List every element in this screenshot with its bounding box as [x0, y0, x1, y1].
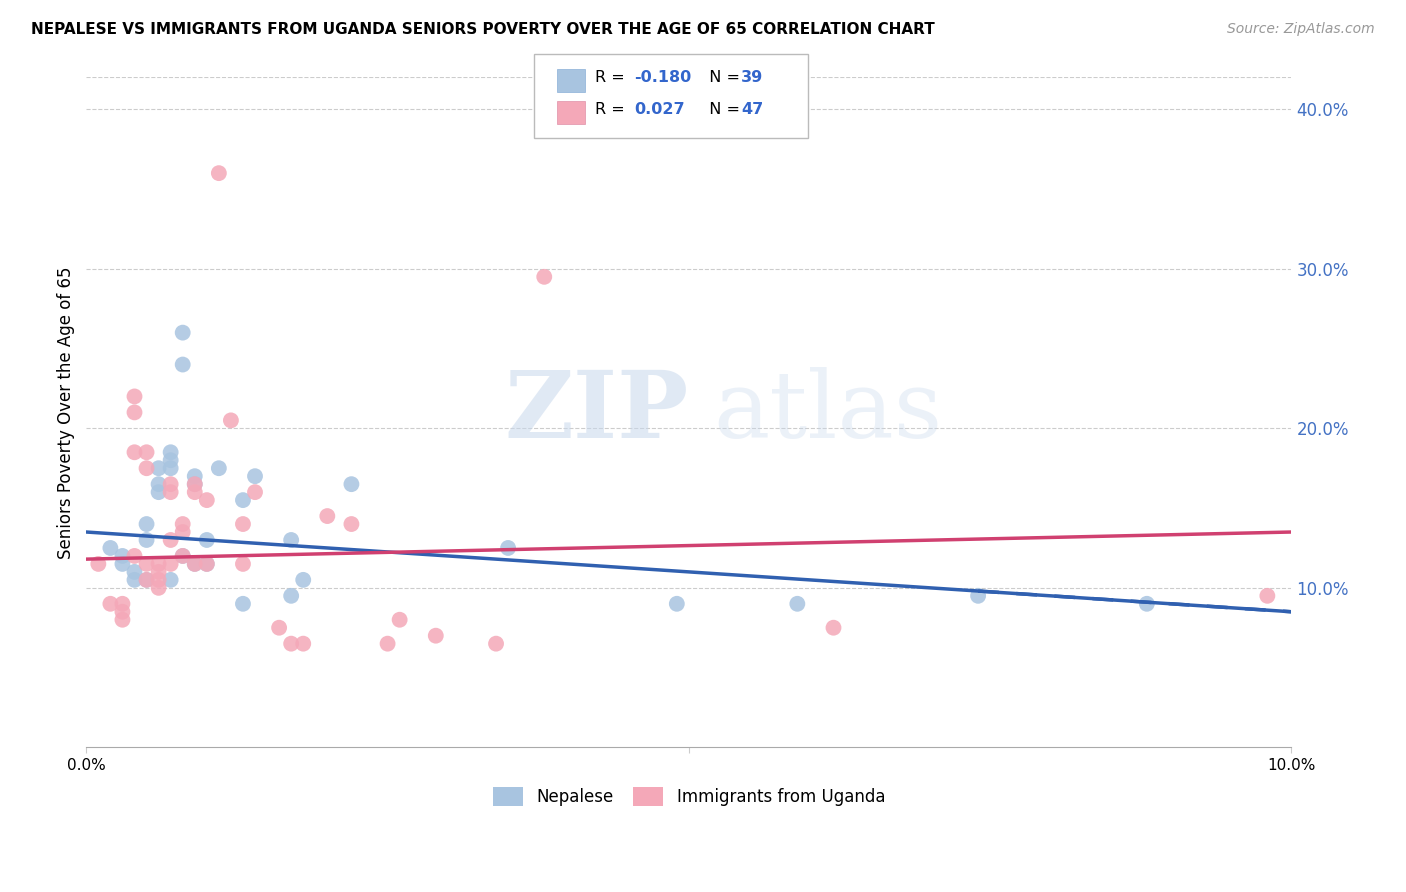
Text: 39: 39 [741, 70, 763, 85]
Point [159, 533, 181, 547]
Point [208, 166, 231, 180]
Text: N =: N = [699, 103, 745, 117]
Point [232, 493, 254, 508]
Point [124, 573, 146, 587]
Text: R =: R = [595, 103, 634, 117]
Point [232, 557, 254, 571]
Point [280, 637, 302, 651]
Point [135, 573, 157, 587]
Point [172, 516, 194, 531]
Point [148, 461, 170, 475]
Legend: Nepalese, Immigrants from Uganda: Nepalese, Immigrants from Uganda [486, 780, 891, 813]
Point [1256, 589, 1278, 603]
Point [967, 589, 990, 603]
Point [111, 549, 134, 563]
Point [340, 477, 363, 491]
Point [377, 637, 399, 651]
Text: ZIP: ZIP [505, 368, 689, 458]
Point [159, 453, 181, 467]
Point [148, 485, 170, 500]
Point [388, 613, 411, 627]
Point [184, 557, 207, 571]
Point [148, 573, 170, 587]
Point [195, 557, 218, 571]
Point [195, 493, 218, 508]
Point [269, 621, 291, 635]
Point [195, 533, 218, 547]
Text: atlas: atlas [713, 368, 942, 458]
Text: N =: N = [699, 70, 745, 85]
Point [111, 557, 134, 571]
Point [124, 445, 146, 459]
Point [172, 326, 194, 340]
Point [172, 549, 194, 563]
Point [135, 557, 157, 571]
Point [100, 541, 122, 555]
Point [184, 477, 207, 491]
Text: 0.027: 0.027 [634, 103, 685, 117]
Point [148, 477, 170, 491]
Point [148, 581, 170, 595]
Point [316, 509, 339, 524]
Point [135, 533, 157, 547]
Point [280, 589, 302, 603]
Point [172, 549, 194, 563]
Point [100, 597, 122, 611]
Text: NEPALESE VS IMMIGRANTS FROM UGANDA SENIORS POVERTY OVER THE AGE OF 65 CORRELATIO: NEPALESE VS IMMIGRANTS FROM UGANDA SENIO… [31, 22, 935, 37]
Point [172, 358, 194, 372]
Text: R =: R = [595, 70, 630, 85]
Point [111, 613, 134, 627]
Point [485, 637, 508, 651]
Point [496, 541, 519, 555]
Point [159, 557, 181, 571]
Point [159, 445, 181, 459]
Point [159, 485, 181, 500]
Point [184, 485, 207, 500]
Point [292, 637, 315, 651]
Point [1136, 597, 1159, 611]
Point [135, 573, 157, 587]
Point [135, 516, 157, 531]
Point [232, 516, 254, 531]
Point [425, 629, 447, 643]
Point [111, 605, 134, 619]
Point [219, 413, 242, 427]
Point [243, 485, 266, 500]
Point [172, 524, 194, 539]
Point [135, 461, 157, 475]
Point [148, 557, 170, 571]
Point [184, 477, 207, 491]
Point [124, 389, 146, 403]
Point [665, 597, 688, 611]
Point [208, 461, 231, 475]
Point [159, 461, 181, 475]
Point [243, 469, 266, 483]
Point [195, 557, 218, 571]
Point [184, 469, 207, 483]
Point [232, 597, 254, 611]
Point [87, 557, 110, 571]
Point [280, 533, 302, 547]
Point [786, 597, 808, 611]
Point [292, 573, 315, 587]
Point [111, 597, 134, 611]
Point [159, 477, 181, 491]
Point [184, 557, 207, 571]
Text: -0.180: -0.180 [634, 70, 692, 85]
Point [533, 269, 555, 284]
Text: 47: 47 [741, 103, 763, 117]
Point [823, 621, 845, 635]
Point [124, 405, 146, 419]
Point [340, 516, 363, 531]
Point [148, 565, 170, 579]
Point [124, 549, 146, 563]
Point [124, 565, 146, 579]
Point [159, 573, 181, 587]
Text: Source: ZipAtlas.com: Source: ZipAtlas.com [1227, 22, 1375, 37]
Point [135, 445, 157, 459]
Y-axis label: Seniors Poverty Over the Age of 65: Seniors Poverty Over the Age of 65 [58, 266, 75, 558]
